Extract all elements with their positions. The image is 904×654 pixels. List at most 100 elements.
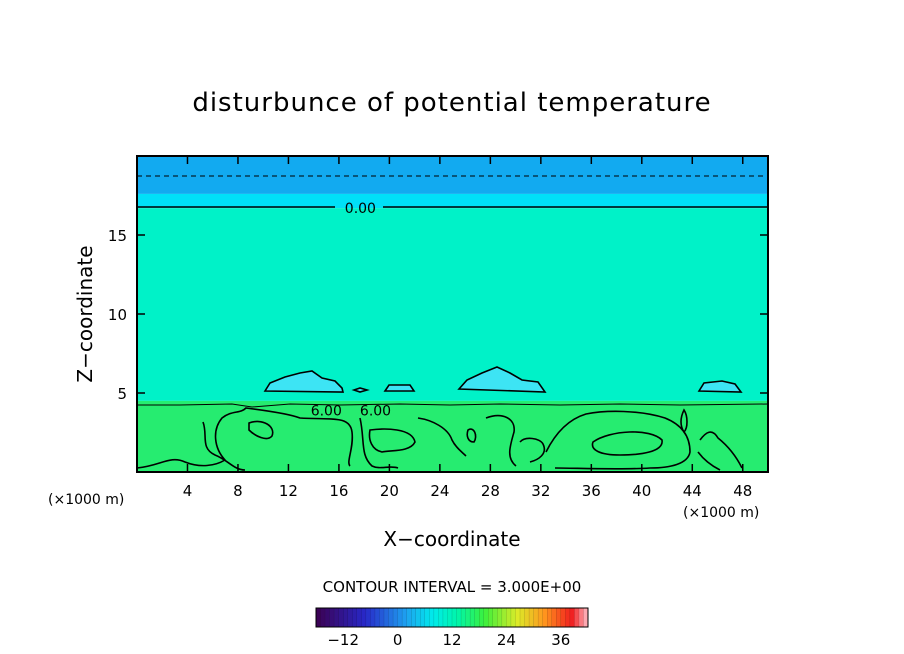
colorbar [315,607,589,628]
colorbar-cell [374,607,380,628]
x-tick-label: 40 [632,482,651,500]
warm-contour-line [697,451,721,471]
chart-title: disturbunce of potential temperature [192,88,711,118]
colorbar-cell [497,607,503,628]
contour-labels: 0.00 6.00 6.00 [311,201,391,419]
colorbar-cell [501,607,507,628]
colorbar-cell [379,607,385,628]
colorbar-frame [315,607,589,628]
warm-contour-line [699,431,743,469]
colorbar-cell [528,607,535,628]
warm-contour-line [545,410,691,470]
colorbar-cell [383,607,390,628]
warm-contour-line [485,414,517,467]
x-tick-label: 4 [183,482,193,500]
colorbar-tick-label: 36 [551,631,570,649]
colorbar-cell [352,607,358,628]
cold-pocket-contour [383,384,416,392]
colorbar-cell [474,607,480,628]
colorbar-cell [488,607,494,628]
y-axis-label: Z−coordinate [73,245,97,382]
colorbar-cell [447,607,453,628]
colorbar-cell [506,607,512,628]
colorbar-cell [401,607,408,628]
warm-layer-boundary-contour [137,403,768,408]
colorbar-cell [333,607,340,628]
colorbar-cell [456,607,462,628]
field-layer-3 [137,400,768,472]
colorbar-cell [542,607,548,628]
contour-label: 6.00 [360,403,391,419]
colorbar-cell [329,607,335,628]
colorbar-cell [343,607,349,628]
colorbar-cell [438,607,444,628]
x-axis-label: X−coordinate [383,527,520,551]
colorbar-cell [411,607,417,628]
x-tick-label: 28 [481,482,500,500]
colorbar-cell [469,607,476,628]
colorbar-tick-label: 24 [497,631,516,649]
warm-contour-line [591,431,663,456]
colorbar-cell [556,607,562,628]
y-tick-label: 15 [108,227,127,245]
field-layer-2 [137,208,768,401]
colorbar-cell [515,607,521,628]
colorbar-cell [547,607,553,628]
colorbar-cell [388,607,394,628]
cold-pocket-contour [697,380,743,393]
x-tick-label: 36 [582,482,601,500]
x-tick-label: 8 [233,482,243,500]
x-tick-label: 24 [430,482,449,500]
x-unit-label-left: (×1000 m) [48,492,124,508]
colorbar-cell [397,607,403,628]
warm-contour-line [248,420,274,440]
colorbar-cell [560,607,566,628]
colorbar-cell [442,607,448,628]
colorbar-cell [320,607,326,628]
colorbar-cell [565,607,571,628]
y-tick-label: 5 [117,385,127,403]
colorbar-tick-label: 12 [442,631,461,649]
x-tick-label: 32 [531,482,550,500]
plot-area: 0.00 6.00 6.00 [137,156,768,472]
colorbar-cell [433,607,439,628]
colorbar-cell [460,607,467,628]
colorbar-cell [315,607,322,628]
colorbar-cell [338,607,344,628]
warm-contour-line [202,421,246,471]
colorbar-tick-label: 0 [393,631,403,649]
colorbar-tick-label: −12 [327,631,359,649]
contour-label: 0.00 [345,201,376,217]
colorbar-cell [510,607,516,628]
colorbar-cell [365,607,371,628]
warm-contour-line [519,437,546,463]
contour-interval-text: CONTOUR INTERVAL = 3.000E+00 [323,578,582,596]
colorbar-cell [578,607,584,628]
colorbar-cell [574,607,580,628]
colorbar-cell [429,607,435,628]
x-tick-label: 20 [380,482,399,500]
colorbar-ticks: −12 0 12 24 36 [327,631,570,649]
colorbar-cell [533,607,539,628]
colorbar-cell [569,607,575,628]
warm-contour-line [137,407,354,469]
colorbar-cell [492,607,498,628]
colorbar-cell [392,607,399,628]
y-axis-ticks: 5 10 15 [108,227,768,403]
colorbar-cell [551,607,557,628]
contour-label: 6.00 [311,403,342,419]
x-tick-label: 12 [279,482,298,500]
cold-pocket-contour [457,366,547,393]
colorbar-cell [420,607,426,628]
contour-lines [137,175,768,471]
colorbar-cell [465,607,471,628]
colorbar-cell [424,607,430,628]
field-layer-0 [137,156,768,194]
warm-contour-line [417,417,467,457]
colorbar-cell [370,607,376,628]
colorbar-cell [537,607,544,628]
colorbar-cell [406,607,412,628]
colorbar-cell [324,607,331,628]
field-layers [137,156,768,472]
